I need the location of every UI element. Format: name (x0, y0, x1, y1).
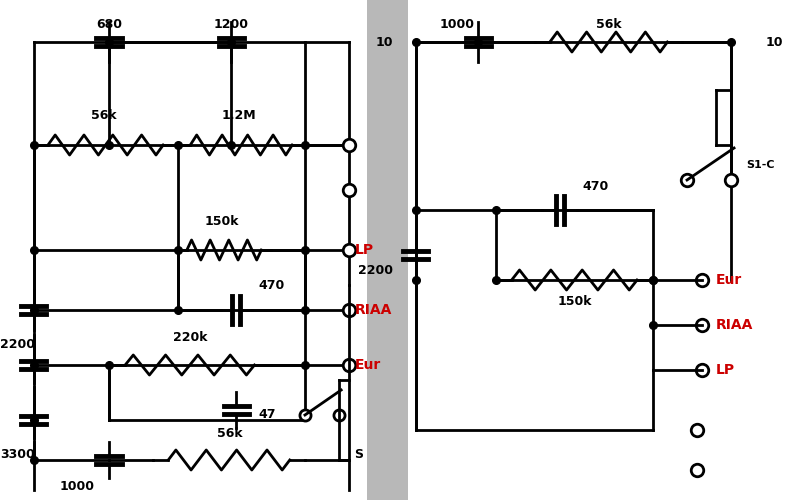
Text: 2200: 2200 (358, 264, 393, 276)
Text: 150k: 150k (557, 295, 592, 308)
Text: Eur: Eur (715, 273, 742, 287)
Text: S: S (354, 448, 363, 462)
Text: LP: LP (355, 243, 374, 257)
Text: Eur: Eur (355, 358, 382, 372)
Text: 220k: 220k (173, 331, 207, 344)
Text: 1000: 1000 (440, 18, 474, 31)
Text: 470: 470 (259, 279, 285, 292)
Text: 10: 10 (765, 36, 783, 49)
Text: 2200: 2200 (1, 338, 35, 351)
Text: 1000: 1000 (59, 480, 94, 493)
Text: 10: 10 (375, 36, 393, 49)
Text: 3300: 3300 (1, 448, 35, 461)
Text: RIAA: RIAA (715, 318, 753, 332)
Text: RIAA: RIAA (355, 303, 392, 317)
Text: 1200: 1200 (214, 18, 249, 31)
Bar (367, 0, 408, 500)
Text: 680: 680 (96, 18, 122, 31)
Text: 56k: 56k (91, 109, 117, 122)
Text: S1-C: S1-C (746, 160, 774, 170)
Text: 47: 47 (259, 408, 276, 422)
Text: 56k: 56k (217, 427, 243, 440)
Text: 56k: 56k (596, 18, 622, 31)
Text: 1.2M: 1.2M (222, 109, 257, 122)
Text: 470: 470 (582, 180, 608, 193)
Text: 150k: 150k (204, 215, 239, 228)
Text: LP: LP (715, 363, 735, 377)
